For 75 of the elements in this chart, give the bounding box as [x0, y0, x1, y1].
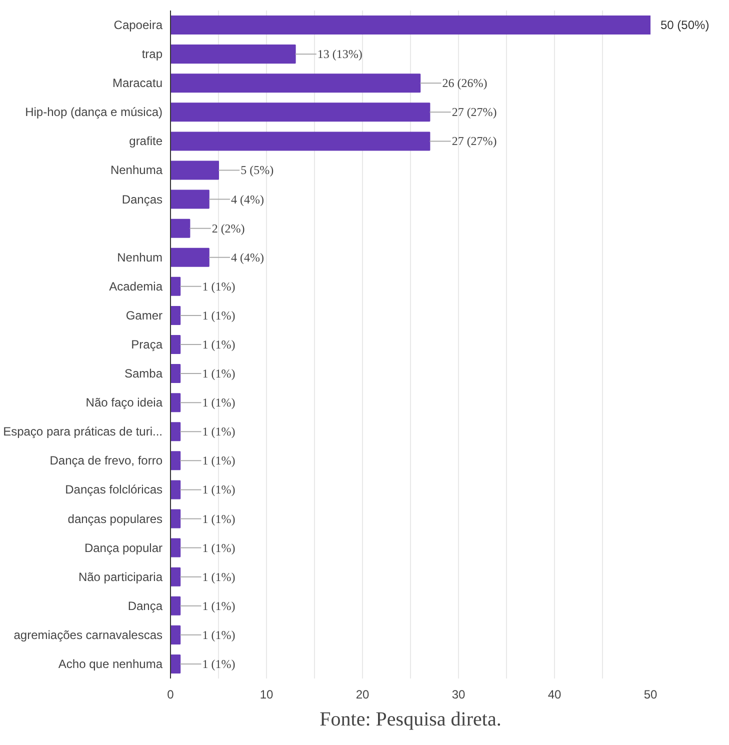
y-tick-label: agremiações carnavalescas: [14, 628, 163, 642]
y-tick-label: Praça: [131, 338, 163, 352]
y-tick-label: Dança: [128, 598, 163, 613]
data-label: 13 (13%): [317, 47, 362, 62]
data-label: 1 (1%): [202, 628, 236, 642]
y-tick-label: Academia: [109, 279, 163, 294]
bar: [170, 74, 421, 93]
bar: [170, 276, 181, 296]
data-label: 4 (4%): [231, 250, 264, 264]
y-tick-label: Maracatu: [112, 76, 163, 90]
bar: [170, 334, 181, 354]
data-label: 1 (1%): [202, 338, 236, 352]
data-label: 1 (1%): [202, 512, 236, 526]
bar: [170, 480, 181, 500]
x-tick-label: 30: [452, 688, 466, 702]
bar: [170, 509, 181, 528]
bar: [170, 422, 181, 442]
data-label: 27 (27%): [452, 134, 497, 148]
bar: [170, 625, 181, 644]
bar: [170, 567, 181, 586]
bar: [170, 160, 219, 180]
y-tick-label: Nenhum: [117, 250, 163, 264]
data-label: 5 (5%): [240, 163, 274, 178]
y-tick-label: Espaço para práticas de turi...: [3, 424, 163, 439]
data-label: 1 (1%): [202, 598, 236, 613]
data-label: 27 (27%): [452, 105, 497, 120]
bar: [170, 654, 181, 674]
data-label: 1 (1%): [202, 424, 236, 439]
data-label: 1 (1%): [202, 540, 236, 555]
y-tick-label: Nenhuma: [110, 163, 163, 178]
y-tick-label: Danças folclóricas: [65, 482, 163, 497]
bar: [170, 596, 181, 616]
y-tick-label: Danças: [122, 192, 162, 206]
bar: [170, 44, 296, 64]
data-label: 1 (1%): [202, 656, 236, 671]
bar: [170, 102, 430, 122]
y-tick-label: trap: [142, 47, 163, 62]
bar: [170, 538, 181, 558]
y-tick-label: danças populares: [68, 512, 162, 526]
bar: [170, 393, 181, 412]
bar: [170, 16, 650, 35]
bar: [170, 218, 190, 238]
y-tick-label: grafite: [129, 134, 163, 148]
x-tick-label: 20: [356, 688, 370, 702]
y-tick-label: Samba: [124, 366, 163, 381]
y-tick-label: Dança de frevo, forro: [50, 454, 163, 468]
y-tick-label: Capoeira: [114, 18, 163, 32]
data-label: 1 (1%): [202, 482, 236, 497]
data-label: 1 (1%): [202, 366, 236, 381]
x-tick-label: 50: [644, 688, 658, 702]
bar: [170, 190, 210, 209]
data-label: 1 (1%): [202, 308, 236, 322]
y-tick-label: Não participaria: [78, 570, 163, 584]
x-tick-label: 10: [260, 688, 274, 702]
bar: [170, 451, 181, 470]
y-tick-label: Gamer: [126, 308, 163, 322]
y-tick-label: Dança popular: [84, 540, 163, 555]
data-label: 2 (2%): [212, 221, 245, 236]
data-label: 26 (26%): [442, 76, 488, 90]
data-label: 50 (50%): [660, 18, 710, 32]
y-tick-label: Acho que nenhuma: [58, 656, 163, 671]
data-label: 1 (1%): [202, 396, 236, 410]
bar: [170, 364, 181, 384]
data-label: 1 (1%): [202, 570, 236, 584]
y-tick-label: Não faço ideia: [86, 396, 163, 410]
x-tick-label: 40: [548, 688, 562, 702]
bar: [170, 248, 210, 267]
data-label: 1 (1%): [202, 279, 236, 294]
data-label: 4 (4%): [231, 192, 264, 206]
bar: [170, 306, 181, 325]
data-label: 1 (1%): [202, 454, 236, 468]
x-tick-label: 0: [167, 688, 174, 702]
bar: [170, 132, 430, 151]
source-note: Fonte: Pesquisa direta.: [320, 708, 502, 730]
y-tick-label: Hip-hop (dança e música): [25, 105, 163, 120]
